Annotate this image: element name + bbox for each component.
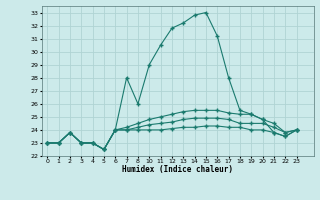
X-axis label: Humidex (Indice chaleur): Humidex (Indice chaleur)	[122, 165, 233, 174]
